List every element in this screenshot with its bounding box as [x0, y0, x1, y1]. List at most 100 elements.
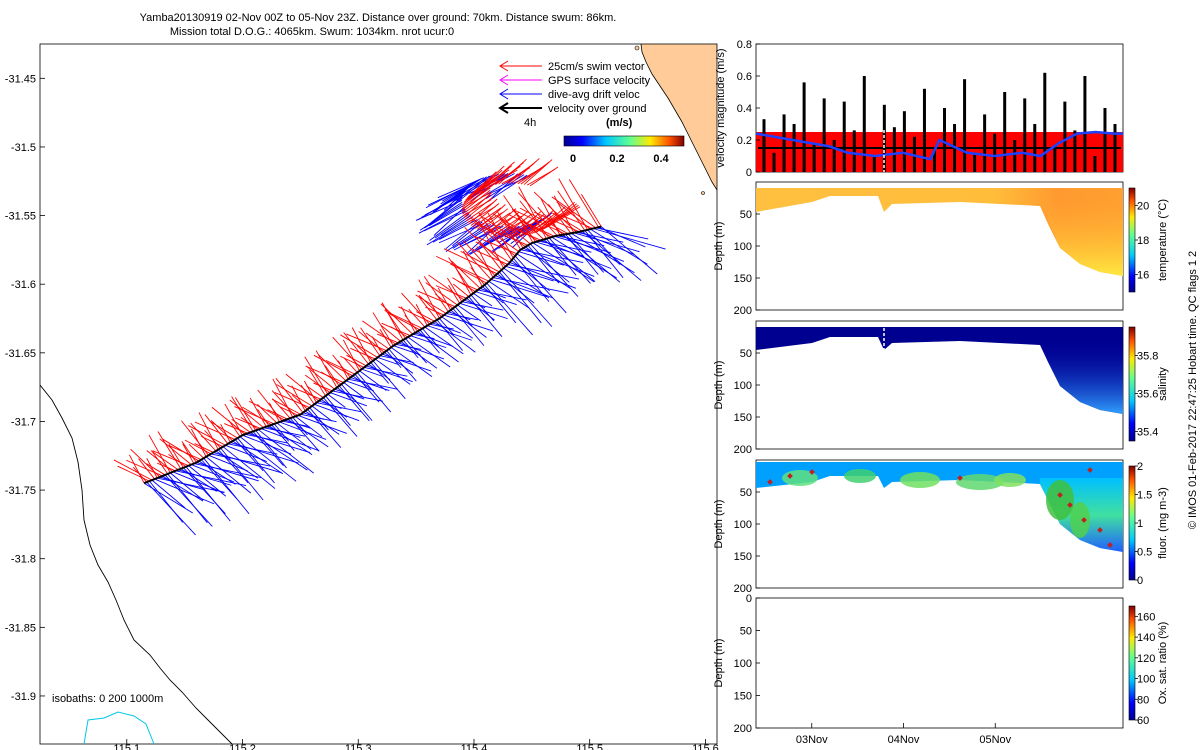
swim-vector — [340, 355, 365, 368]
swim-vector — [474, 211, 504, 229]
map-x-tick-label: 115.4 — [461, 743, 488, 750]
swim-vector — [351, 327, 372, 363]
temperature-field — [756, 188, 1123, 276]
swim-vectors — [113, 158, 602, 484]
swim-vector — [463, 250, 483, 287]
swim-vector — [551, 196, 597, 229]
swim-vector — [184, 439, 212, 455]
swim-vector — [457, 242, 492, 280]
colorbar-tick-label: 35.4 — [1137, 427, 1158, 439]
drift-vector — [279, 421, 327, 440]
swim-vector — [346, 333, 387, 352]
swim-vector — [534, 216, 563, 234]
drift-vector — [452, 221, 483, 247]
drift-vector — [512, 257, 550, 302]
map-x-tick-label: 115.1 — [113, 743, 140, 750]
speed-over-ground-bar — [1103, 108, 1107, 172]
swim-vector — [464, 227, 506, 267]
colorbar-tick-label: 18 — [1137, 235, 1149, 247]
speed-over-ground-bar — [922, 88, 926, 172]
temperature-panel: 50 100 150 200 Depth (m) 16 18 20 temperature (°… — [713, 181, 1169, 317]
drift-vector — [200, 459, 237, 499]
drift-vector — [457, 304, 482, 322]
drift-vector — [426, 216, 474, 246]
swim-vector — [275, 377, 304, 413]
isobath-200m — [83, 711, 155, 744]
drift-vector — [327, 393, 346, 408]
drift-vector — [215, 450, 259, 479]
velocity-y-tick-label: 0.2 — [737, 135, 752, 147]
swim-vector — [415, 294, 447, 314]
speed-colorbar-tick: 0.2 — [609, 153, 624, 165]
speed-over-ground-bar — [862, 76, 866, 172]
map-y-tick-label: -31.45 — [5, 73, 36, 85]
swim-vector — [306, 385, 324, 398]
fluorescence-patch — [1046, 480, 1074, 520]
swim-vector — [384, 310, 423, 329]
swim-vector — [496, 210, 522, 250]
drift-vector — [325, 395, 351, 426]
qc-flag-marker — [957, 475, 963, 481]
drift-vector — [252, 431, 284, 466]
swim-vector — [436, 255, 490, 282]
colorbar-tick-label: 35.6 — [1137, 389, 1158, 401]
colorbar-label: fluor. (mg m-3) — [1157, 487, 1169, 559]
drift-vector — [428, 196, 463, 226]
velocity-y-tick-label: 0.8 — [737, 39, 752, 51]
colorbar-tick-label: 160 — [1137, 611, 1155, 623]
depth-tick-label: 200 — [734, 305, 752, 317]
swim-vector — [380, 324, 401, 342]
drift-vector — [237, 437, 275, 484]
swim-vector — [332, 354, 351, 378]
swim-vector — [478, 212, 512, 261]
swim-vector — [493, 215, 523, 236]
drift-vector — [329, 392, 367, 407]
swim-vector — [151, 451, 169, 475]
drift-vector — [479, 287, 506, 299]
swim-vector — [276, 384, 313, 407]
swim-vector — [279, 406, 299, 416]
oxygen-colorbar — [1128, 605, 1136, 721]
drift-vector — [468, 173, 515, 198]
drift-vector — [407, 336, 451, 368]
qc-flag-marker — [767, 479, 773, 485]
drift-vector — [410, 335, 447, 349]
swim-vector — [150, 450, 179, 471]
drift-vector — [271, 424, 295, 451]
speed-over-ground-bar — [1043, 72, 1047, 172]
speed-colorbar-tick: 0 — [570, 153, 576, 165]
swim-vector — [249, 400, 286, 421]
imos-credit: © IMOS 01-Feb-2017 22:47:25 Hobart time.… — [1187, 251, 1199, 529]
swim-vector — [487, 208, 517, 234]
qc-flag-marker — [1097, 527, 1103, 533]
drift-vector — [573, 232, 640, 253]
depth-tick-label: 0 — [746, 593, 752, 605]
fluorescence-panel: 50 100 150 200 Depth (m) 0 0.5 1 1.5 2 fluor. (mg … — [713, 459, 1169, 595]
swim-vector — [181, 420, 209, 456]
velocity-panel: 0 0.2 0.4 0.6 0.8 velocity magnitude (m/s) — [715, 39, 1124, 179]
swim-vector — [423, 276, 449, 312]
swim-vector — [376, 333, 399, 344]
colorbar-tick-label: 80 — [1137, 694, 1149, 706]
swim-vector — [234, 417, 262, 430]
speed-over-ground-bar — [1023, 98, 1027, 172]
map-y-tick-label: -31.6 — [11, 279, 36, 291]
map-axes-box — [39, 43, 718, 745]
legend-swatch-arrowhead — [499, 60, 509, 72]
legend-label: dive-avg drift veloc — [548, 89, 640, 101]
swim-vector — [220, 423, 231, 443]
drift-vector — [490, 278, 547, 298]
colorbar-tick-label: 16 — [1137, 270, 1149, 282]
drift-vector — [341, 383, 373, 421]
depth-tick-label: 50 — [740, 348, 752, 360]
swim-vector — [194, 421, 236, 440]
drift-vector — [496, 273, 535, 304]
swim-vector — [568, 179, 599, 228]
speed-over-ground-bar — [762, 119, 766, 172]
colorbar-tick-label: 140 — [1137, 632, 1155, 644]
swim-vector — [499, 210, 529, 237]
swim-vector — [461, 192, 491, 210]
map-y-tick-label: -31.7 — [11, 416, 36, 428]
speed-over-ground-bar — [1083, 76, 1087, 172]
swim-vector — [194, 443, 214, 453]
